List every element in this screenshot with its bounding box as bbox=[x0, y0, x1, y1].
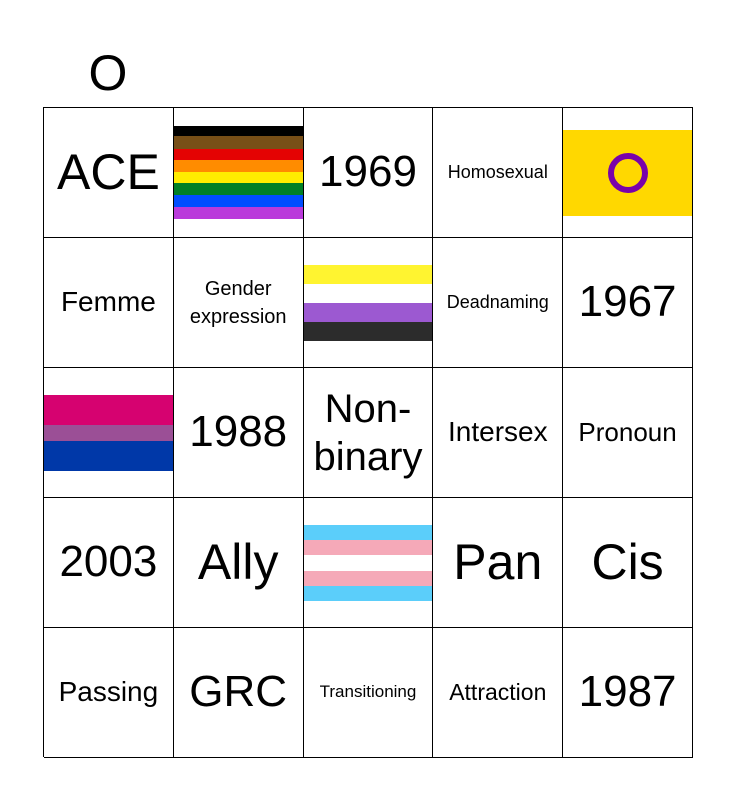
cell-intersex[interactable]: Intersex bbox=[433, 368, 564, 498]
cell-label: Transitioning bbox=[319, 682, 417, 702]
cell-label: 1987 bbox=[578, 667, 677, 717]
cell-attraction[interactable]: Attraction bbox=[433, 628, 564, 758]
cell-gender-expression[interactable]: Gender expression bbox=[173, 238, 304, 368]
cell-label: Attraction bbox=[449, 678, 547, 705]
board-row-3: 1988 Non-binary Intersex Pronoun bbox=[44, 368, 693, 498]
cell-pan[interactable]: Pan bbox=[433, 498, 564, 628]
cell-passing[interactable]: Passing bbox=[44, 628, 174, 758]
board-row-2: Femme Gender expression Deadnaming 1967 bbox=[44, 238, 693, 368]
board-row-1: ACE 1969 Homosexual bbox=[44, 108, 693, 238]
cell-1988[interactable]: 1988 bbox=[173, 368, 304, 498]
cell-2003[interactable]: 2003 bbox=[44, 498, 174, 628]
cell-label: 2003 bbox=[59, 537, 158, 587]
cell-bisexual-flag[interactable] bbox=[44, 368, 174, 498]
cell-homosexual[interactable]: Homosexual bbox=[433, 108, 564, 238]
transgender-flag-icon bbox=[303, 524, 433, 601]
cell-label: Femme bbox=[60, 286, 156, 318]
cell-intersex-flag[interactable] bbox=[563, 108, 693, 238]
header-col-3 bbox=[303, 40, 433, 106]
cell-1969[interactable]: 1969 bbox=[303, 108, 434, 238]
cell-label: 1967 bbox=[578, 277, 677, 327]
cell-label: ACE bbox=[56, 144, 160, 201]
cell-pronoun[interactable]: Pronoun bbox=[563, 368, 693, 498]
cell-label: Ally bbox=[197, 534, 279, 591]
cell-label: 1969 bbox=[319, 147, 417, 197]
cell-label: Non-binary bbox=[313, 386, 423, 479]
cell-label: 1988 bbox=[189, 407, 288, 457]
intersex-flag-icon bbox=[563, 129, 692, 216]
cell-nonbinary-flag[interactable] bbox=[303, 238, 434, 368]
cell-transgender-flag[interactable] bbox=[303, 498, 434, 628]
header-col-4 bbox=[433, 40, 563, 106]
bisexual-flag-icon bbox=[44, 394, 173, 471]
cell-transitioning[interactable]: Transitioning bbox=[303, 628, 434, 758]
cell-ally[interactable]: Ally bbox=[173, 498, 304, 628]
cell-deadnaming[interactable]: Deadnaming bbox=[433, 238, 564, 368]
bingo-header: O bbox=[43, 40, 693, 106]
board-row-5: Passing GRC Transitioning Attraction 198… bbox=[44, 628, 693, 758]
cell-1967[interactable]: 1967 bbox=[563, 238, 693, 368]
cell-progress-pride-flag[interactable] bbox=[173, 108, 304, 238]
board-row-4: 2003 Ally Pan Cis bbox=[44, 498, 693, 628]
cell-label: Cis bbox=[591, 534, 664, 591]
header-col-5 bbox=[563, 40, 693, 106]
header-col-O: O bbox=[88, 45, 128, 101]
cell-ace[interactable]: ACE bbox=[44, 108, 174, 238]
cell-label: Deadnaming bbox=[446, 291, 549, 312]
cell-label: Pan bbox=[453, 534, 543, 591]
cell-label: Passing bbox=[58, 676, 159, 708]
cell-1987[interactable]: 1987 bbox=[563, 628, 693, 758]
cell-femme[interactable]: Femme bbox=[44, 238, 174, 368]
progress-pride-flag-icon bbox=[173, 126, 303, 219]
nonbinary-flag-icon bbox=[303, 264, 433, 341]
cell-cis[interactable]: Cis bbox=[563, 498, 693, 628]
cell-non-binary[interactable]: Non-binary bbox=[303, 368, 434, 498]
cell-grc[interactable]: GRC bbox=[173, 628, 304, 758]
cell-label: Gender expression bbox=[189, 277, 287, 328]
cell-label: GRC bbox=[189, 667, 288, 717]
cell-label: Pronoun bbox=[578, 417, 677, 448]
bingo-board: ACE 1969 Homosexual Femme Gender express… bbox=[43, 107, 693, 758]
cell-label: Homosexual bbox=[447, 161, 548, 182]
cell-label: Intersex bbox=[447, 416, 548, 448]
